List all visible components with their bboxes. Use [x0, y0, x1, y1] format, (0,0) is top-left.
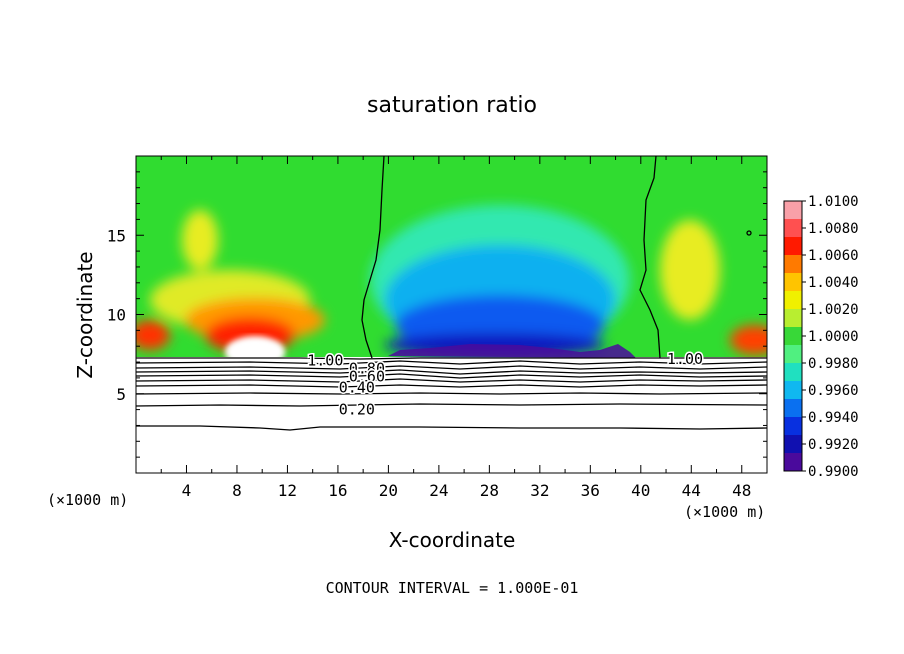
chart-title: saturation ratio [367, 93, 537, 118]
x-tick-label: 40 [631, 481, 650, 500]
x-tick-label: 28 [480, 481, 499, 500]
plot-area: 1.00 0.800.600.40 0.20 1.00 [136, 156, 767, 473]
contour-line-0.70 [136, 369, 767, 375]
x-unit-right: (×1000 m) [684, 503, 765, 521]
colorbar-swatch [784, 219, 802, 238]
y-tick-label: 15 [107, 226, 126, 245]
x-tick-label: 24 [429, 481, 448, 500]
blue-dark-edge [388, 344, 636, 358]
contour-interval-footer: CONTOUR INTERVAL = 1.000E-01 [326, 579, 579, 597]
colorbar-label: 1.0000 [808, 329, 859, 345]
colorbar-swatch [784, 399, 802, 418]
y-tick-label: 10 [107, 306, 126, 325]
colorbar-label: 0.9980 [808, 356, 859, 372]
colorbar-label: 0.9920 [808, 437, 859, 453]
colorbar-label: 1.0040 [808, 275, 859, 291]
colorbar-swatch [784, 381, 802, 400]
x-tick-label: 8 [232, 481, 242, 500]
contour-line-0.50 [136, 378, 767, 383]
colorbar-swatch [784, 345, 802, 364]
x-tick-label: 32 [530, 481, 549, 500]
y-axis-ticks: 5 10 15 [107, 171, 767, 458]
colorbar-swatch [784, 327, 802, 346]
y-axis-label: Z-coordinate [73, 251, 97, 378]
x-tick-label: 48 [732, 481, 751, 500]
contour-label: 0.20 [339, 401, 375, 419]
red-patch-edge [136, 320, 170, 350]
colorbar-label: 0.9960 [808, 383, 859, 399]
x-tick-label: 36 [581, 481, 600, 500]
yellow-patch-left [182, 210, 218, 270]
colorbar-swatch [784, 273, 802, 292]
red-patch-right [730, 325, 767, 355]
x-tick-label: 4 [182, 481, 192, 500]
contour-line-0.30 [136, 392, 767, 395]
contour-line-0.40 [136, 384, 767, 388]
contour-label: 1.00 [307, 351, 343, 369]
x-tick-label: 12 [278, 481, 297, 500]
colorbar-swatch [784, 201, 802, 220]
colorbar-label: 0.9900 [808, 464, 859, 480]
colorbar-label: 1.0100 [808, 194, 859, 210]
colorbar-label: 0.9940 [808, 410, 859, 426]
x-tick-label: 20 [379, 481, 398, 500]
colorbar-swatch [784, 453, 802, 472]
saturation-field [136, 156, 767, 368]
contour-label: 0.80 [349, 359, 385, 377]
colorbar-swatch [784, 363, 802, 382]
x-tick-label: 44 [682, 481, 701, 500]
contour-line-0.60 [136, 373, 767, 379]
colorbar-swatch [784, 255, 802, 274]
contour-line-0.80 [136, 365, 767, 370]
yellow-patch-right [660, 220, 720, 320]
colorbar-swatch [784, 417, 802, 436]
colorbar: 1.0100 1.0080 1.0060 1.0040 1.0020 1.0000 0.99… [783, 194, 859, 480]
colorbar-swatch [784, 291, 802, 310]
contour-label: 0.60 [349, 367, 385, 385]
contour-lines [136, 156, 767, 431]
contour-label: 0.40 [339, 378, 375, 396]
contour-label: 1.00 [667, 350, 703, 368]
contour-labels: 1.00 0.800.600.40 0.20 1.00 [306, 348, 705, 420]
x-unit-left: (×1000 m) [47, 491, 128, 509]
y-tick-label: 5 [116, 385, 126, 404]
contour-line-1.00-right [639, 156, 661, 359]
colorbar-label: 1.0060 [808, 248, 859, 264]
contour-line-1.00-base [136, 357, 767, 360]
x-axis-ticks: 4 8 12 16 20 24 28 32 36 40 44 48 [160, 156, 751, 500]
colorbar-swatch [784, 309, 802, 328]
contour-line-0.90 [136, 360, 767, 365]
contour-line-0.20 [136, 403, 767, 407]
colorbar-swatch [784, 237, 802, 256]
colorbar-label: 1.0020 [808, 302, 859, 318]
contour-small-ring [746, 230, 752, 236]
colorbar-label: 1.0080 [808, 221, 859, 237]
colorbar-swatch [784, 435, 802, 454]
x-tick-label: 16 [328, 481, 347, 500]
contour-line-0.10 [136, 425, 767, 431]
x-axis-label: X-coordinate [389, 528, 516, 552]
contour-line-1.00-left [361, 156, 385, 359]
